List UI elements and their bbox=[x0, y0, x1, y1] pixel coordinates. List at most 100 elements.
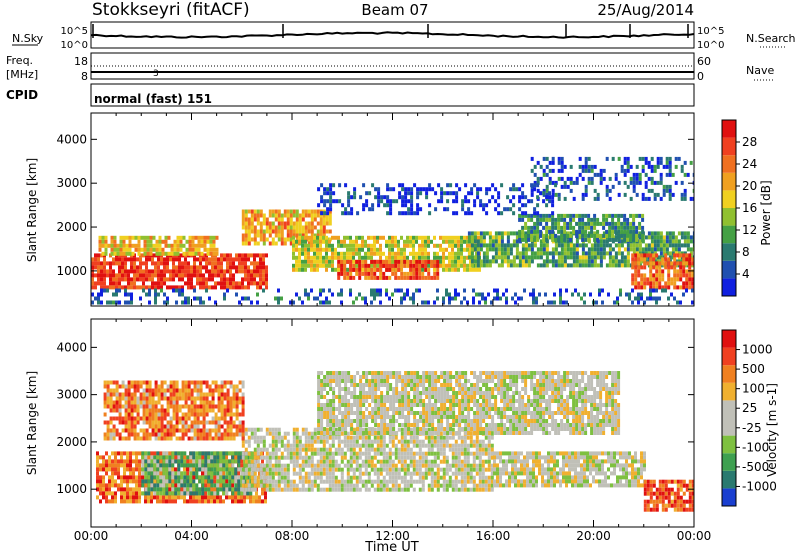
heatmap-cell bbox=[436, 483, 440, 488]
heatmap-cell bbox=[124, 257, 127, 262]
heatmap-cell bbox=[100, 285, 103, 290]
heatmap-cell bbox=[634, 261, 638, 266]
heatmap-cell bbox=[376, 451, 380, 456]
heatmap-cell bbox=[201, 499, 204, 504]
heatmap-cell bbox=[256, 459, 260, 464]
heatmap-cell bbox=[155, 251, 159, 256]
heatmap-cell bbox=[310, 467, 314, 472]
heatmap-cell bbox=[243, 491, 247, 496]
heatmap-cell bbox=[262, 269, 265, 274]
heatmap-cell bbox=[259, 277, 262, 282]
heatmap-cell bbox=[147, 459, 151, 464]
heatmap-cell bbox=[325, 247, 328, 252]
heatmap-cell bbox=[322, 479, 326, 484]
heatmap-cell bbox=[307, 225, 311, 230]
heatmap-cell bbox=[99, 463, 102, 468]
heatmap-cell bbox=[539, 229, 543, 234]
heatmap-cell bbox=[337, 439, 341, 444]
heatmap-cell bbox=[319, 217, 323, 222]
heatmap-cell bbox=[632, 180, 636, 185]
heatmap-cell bbox=[177, 463, 181, 468]
heatmap-cell bbox=[692, 243, 694, 248]
heatmap-cell bbox=[407, 191, 411, 196]
heatmap-cell bbox=[286, 479, 290, 484]
heatmap-cell bbox=[403, 255, 406, 260]
heatmap-cell bbox=[160, 261, 163, 266]
heatmap-cell bbox=[590, 217, 594, 222]
heatmap-cell bbox=[430, 439, 434, 444]
heatmap-cell bbox=[406, 483, 410, 488]
heatmap-cell bbox=[476, 191, 480, 196]
heatmap-cell bbox=[141, 475, 144, 480]
heatmap-cell bbox=[295, 247, 298, 252]
heatmap-cell bbox=[123, 479, 126, 484]
freq-label: Freq. bbox=[6, 54, 33, 67]
heatmap-cell bbox=[244, 253, 247, 258]
heatmap-cell bbox=[587, 225, 591, 230]
heatmap-cell bbox=[144, 483, 147, 488]
heatmap-cell bbox=[150, 495, 153, 500]
heatmap-cell bbox=[144, 479, 148, 484]
heatmap-cell bbox=[313, 233, 317, 238]
heatmap-cell bbox=[596, 255, 600, 260]
heatmap-cell bbox=[598, 292, 601, 297]
heatmap-cell bbox=[277, 475, 281, 480]
heatmap-cell bbox=[415, 467, 419, 472]
heatmap-cell bbox=[268, 475, 272, 480]
heatmap-cell bbox=[286, 213, 290, 218]
heatmap-cell bbox=[500, 243, 504, 248]
heatmap-cell bbox=[265, 451, 269, 456]
heatmap-cell bbox=[98, 243, 102, 248]
heatmap-cell bbox=[419, 207, 423, 212]
heatmap-cell bbox=[247, 209, 251, 214]
heatmap-cell bbox=[460, 251, 463, 256]
heatmap-cell bbox=[611, 213, 615, 218]
heatmap-cell bbox=[551, 251, 555, 256]
heatmap-cell bbox=[665, 188, 669, 193]
heatmap-cell bbox=[244, 427, 248, 432]
heatmap-cell bbox=[629, 196, 633, 201]
heatmap-cell bbox=[482, 239, 486, 244]
heatmap-cell bbox=[364, 300, 367, 305]
heatmap-cell bbox=[265, 285, 268, 290]
heatmap-cell bbox=[307, 439, 311, 444]
heatmap-cell bbox=[572, 263, 576, 268]
heatmap-cell bbox=[237, 499, 240, 504]
heatmap-cell bbox=[406, 292, 409, 297]
heatmap-cell bbox=[238, 265, 241, 270]
heatmap-cell bbox=[668, 192, 672, 197]
heatmap-cell bbox=[419, 191, 423, 196]
heatmap-cell bbox=[623, 213, 627, 218]
heatmap-cell bbox=[682, 292, 685, 297]
heatmap-cell bbox=[410, 211, 414, 216]
heatmap-cell bbox=[346, 435, 350, 440]
heatmap-cell bbox=[97, 257, 100, 262]
heatmap-cell bbox=[310, 451, 314, 456]
heatmap-cell bbox=[479, 259, 483, 264]
heatmap-cell bbox=[370, 467, 374, 472]
heatmap-cell bbox=[310, 239, 313, 244]
heatmap-cell bbox=[168, 467, 172, 472]
heatmap-cell bbox=[349, 259, 353, 264]
heatmap-cell bbox=[485, 251, 489, 256]
heatmap-cell bbox=[277, 471, 281, 476]
heatmap-cell bbox=[400, 427, 404, 432]
heatmap-cell bbox=[307, 247, 310, 252]
heatmap-cell bbox=[557, 243, 561, 248]
heatmap-cell bbox=[159, 463, 163, 468]
heatmap-cell bbox=[650, 235, 654, 240]
heatmap-cell bbox=[210, 459, 214, 464]
heatmap-cell bbox=[379, 243, 382, 248]
heatmap-cell bbox=[295, 239, 298, 244]
heatmap-cell bbox=[289, 229, 293, 234]
heatmap-cell bbox=[611, 184, 615, 189]
heatmap-cell bbox=[403, 443, 407, 448]
heatmap-cell bbox=[400, 455, 404, 460]
heatmap-cell bbox=[307, 251, 310, 256]
heatmap-cell bbox=[596, 221, 600, 226]
heatmap-cell bbox=[412, 300, 415, 305]
heatmap-cell bbox=[165, 491, 169, 496]
heatmap-cell bbox=[409, 275, 413, 280]
heatmap-cell bbox=[554, 225, 558, 230]
heatmap-cell bbox=[353, 195, 357, 200]
